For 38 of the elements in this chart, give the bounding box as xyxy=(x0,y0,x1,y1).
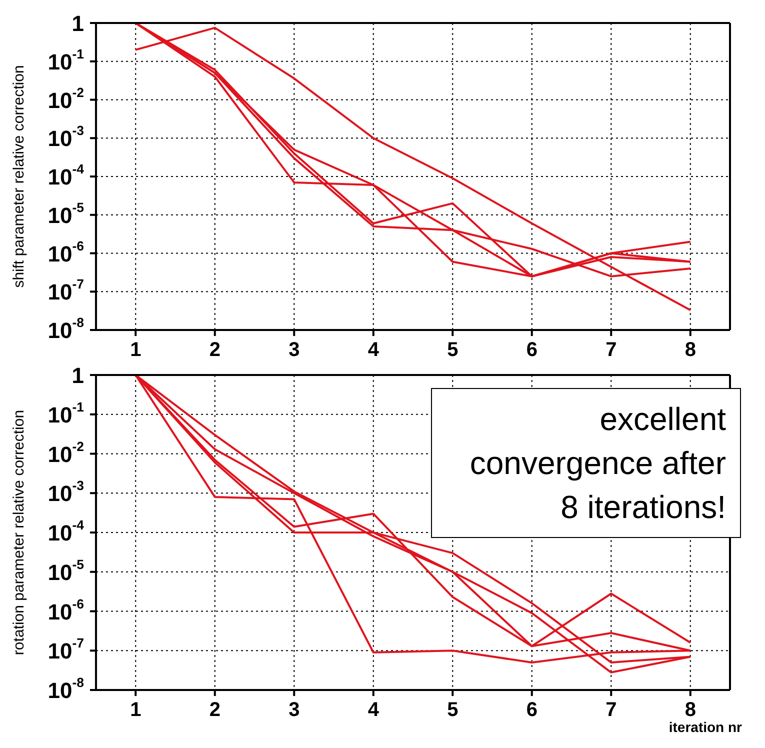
x-tick-label: 3 xyxy=(288,339,300,361)
x-tick-label: 5 xyxy=(447,699,458,721)
y-tick-label: 10$^{-3}$ xyxy=(48,123,84,151)
x-tick-label: 8 xyxy=(684,699,696,721)
y-tick-label: 10$^{-2}$ xyxy=(48,438,84,466)
x-tick-label: 2 xyxy=(209,699,220,721)
x-tick-label: 4 xyxy=(368,699,380,721)
y-axis-title: rotation parameter relative correction xyxy=(10,410,28,656)
y-tick-label: 10$^{-8}$ xyxy=(48,315,84,342)
x-tick-label: 2 xyxy=(209,339,220,361)
x-tick-label: 5 xyxy=(447,339,458,361)
y-tick-label: 10$^{-7}$ xyxy=(48,276,84,304)
x-tick-label: 6 xyxy=(526,699,538,721)
x-tick-label: 3 xyxy=(288,699,300,721)
y-tick-label: 10$^{-6}$ xyxy=(48,596,84,624)
y-tick-label: 10$^{-5}$ xyxy=(48,200,84,228)
y-tick-label: 10$^{-2}$ xyxy=(48,84,84,112)
y-tick-label: 10$^{-5}$ xyxy=(48,556,84,584)
y-tick-label: 10$^{-1}$ xyxy=(48,399,84,427)
y-tick-label: 10$^{-1}$ xyxy=(48,46,84,74)
x-tick-label: 7 xyxy=(606,699,617,721)
y-tick-label: 10$^{-7}$ xyxy=(48,636,84,664)
note-box: excellent convergence after 8 iterations! xyxy=(431,388,741,538)
x-tick-label: 6 xyxy=(526,339,538,361)
y-tick-label: 10$^{-3}$ xyxy=(48,478,84,506)
y-tick-label: 10$^{-4}$ xyxy=(48,518,85,545)
x-tick-label: 4 xyxy=(368,339,380,361)
x-axis-title: iteration nr xyxy=(668,719,743,735)
x-tick-label: 7 xyxy=(606,339,617,361)
y-tick-label: 1 xyxy=(72,362,84,388)
y-tick-label: 10$^{-4}$ xyxy=(48,162,85,189)
x-tick-label: 8 xyxy=(684,339,696,361)
y-tick-label: 10$^{-6}$ xyxy=(48,238,84,266)
y-axis-title: shift parameter relative correction xyxy=(10,65,28,288)
y-tick-label: 10$^{-8}$ xyxy=(48,675,84,702)
x-tick-label: 1 xyxy=(130,699,142,721)
x-tick-label: 1 xyxy=(130,339,142,361)
y-tick-label: 1 xyxy=(72,10,84,36)
